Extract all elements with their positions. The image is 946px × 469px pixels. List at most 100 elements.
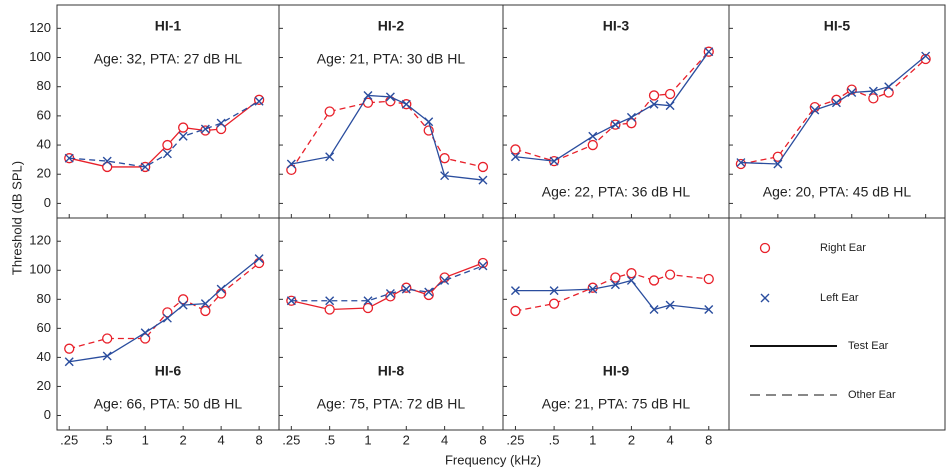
marker-circle — [178, 294, 189, 305]
marker-x — [325, 296, 335, 306]
y-tick-label: 40 — [37, 136, 51, 151]
marker-x — [704, 47, 714, 57]
y-tick-label: 20 — [37, 378, 51, 393]
y-axis-label: Threshold (dB SPL) — [9, 161, 24, 275]
marker-x — [510, 286, 520, 296]
y-tick-label: 40 — [37, 349, 51, 364]
marker-x — [102, 156, 112, 166]
marker-circle — [587, 282, 598, 293]
marker-x — [363, 90, 373, 100]
marker-circle — [648, 275, 660, 286]
x-tick-label: .25 — [282, 432, 300, 447]
marker-x — [588, 284, 598, 294]
marker-x — [64, 153, 74, 163]
panel-annotation: Age: 22, PTA: 36 dB HL — [542, 184, 691, 200]
legend-marker — [760, 293, 770, 303]
marker-circle — [200, 305, 211, 317]
marker-circle — [102, 333, 113, 344]
marker-x — [440, 275, 450, 285]
marker-circle — [548, 298, 560, 309]
marker-x — [440, 171, 450, 181]
marker-x — [549, 286, 559, 296]
marker-circle — [664, 269, 676, 280]
y-tick-label: 80 — [37, 291, 51, 306]
y-tick-label: 120 — [29, 233, 51, 248]
marker-x — [649, 304, 659, 314]
marker-x — [178, 131, 188, 141]
x-tick-label: 4 — [666, 432, 673, 447]
marker-circle — [648, 90, 660, 101]
marker-circle — [735, 158, 747, 170]
panel-annotation: Age: 20, PTA: 45 dB HL — [763, 184, 912, 200]
panel-title: HI-6 — [155, 363, 182, 379]
marker-circle — [868, 93, 879, 104]
x-tick-label: 1 — [142, 432, 149, 447]
marker-x — [773, 159, 783, 169]
legend-label: Right Ear — [820, 242, 866, 254]
marker-circle — [477, 257, 489, 269]
x-tick-label: 8 — [255, 432, 262, 447]
series-line — [69, 100, 260, 168]
marker-circle — [510, 144, 521, 155]
marker-circle — [587, 139, 598, 151]
marker-circle — [286, 164, 297, 176]
marker-circle — [324, 106, 335, 117]
legend-marker — [759, 242, 771, 254]
marker-x — [200, 299, 210, 309]
marker-circle — [215, 288, 227, 299]
marker-x — [626, 112, 636, 122]
marker-x — [610, 120, 620, 130]
x-tick-label: .25 — [60, 432, 78, 447]
marker-x — [626, 275, 636, 285]
marker-circle — [439, 153, 450, 164]
x-tick-label: .5 — [324, 432, 335, 447]
marker-circle — [385, 291, 396, 302]
panel-frame — [728, 217, 946, 431]
marker-x — [325, 152, 335, 162]
x-tick-label: .5 — [549, 432, 560, 447]
marker-x — [478, 175, 488, 185]
marker-circle — [215, 123, 227, 135]
y-tick-label: 60 — [37, 320, 51, 335]
x-tick-label: 4 — [218, 432, 225, 447]
marker-circle — [664, 88, 676, 100]
y-tick-label: 0 — [44, 195, 51, 210]
marker-x — [478, 261, 488, 271]
y-tick-label: 0 — [44, 407, 51, 422]
marker-circle — [324, 304, 335, 315]
marker-x — [704, 304, 714, 314]
marker-x — [868, 86, 878, 96]
series-line — [291, 262, 484, 311]
panel-title: HI-3 — [603, 18, 630, 34]
series-line — [515, 279, 709, 311]
panel-title: HI-1 — [155, 18, 182, 34]
marker-x — [610, 280, 620, 290]
marker-x — [831, 98, 841, 108]
marker-x — [401, 284, 411, 294]
marker-circle — [703, 273, 714, 285]
panel-annotation: Age: 75, PTA: 72 dB HL — [317, 396, 466, 412]
marker-x — [363, 296, 373, 306]
x-tick-label: 1 — [589, 432, 596, 447]
marker-circle — [401, 282, 412, 293]
x-axis-label: Frequency (kHz) — [445, 452, 541, 467]
marker-x — [588, 131, 598, 141]
marker-x — [286, 159, 296, 169]
marker-circle — [423, 289, 434, 301]
marker-circle — [162, 307, 173, 318]
marker-x — [162, 149, 172, 159]
marker-circle — [178, 122, 189, 133]
marker-x — [162, 313, 172, 323]
marker-x — [140, 162, 150, 172]
marker-circle — [610, 272, 621, 283]
marker-x — [216, 118, 226, 128]
marker-x — [254, 254, 264, 264]
legend-label: Other Ear — [848, 389, 896, 401]
y-tick-label: 80 — [37, 78, 51, 93]
marker-circle — [477, 161, 489, 173]
marker-x — [140, 328, 150, 338]
marker-x — [102, 351, 112, 361]
marker-x — [810, 105, 820, 115]
marker-x — [424, 117, 434, 127]
